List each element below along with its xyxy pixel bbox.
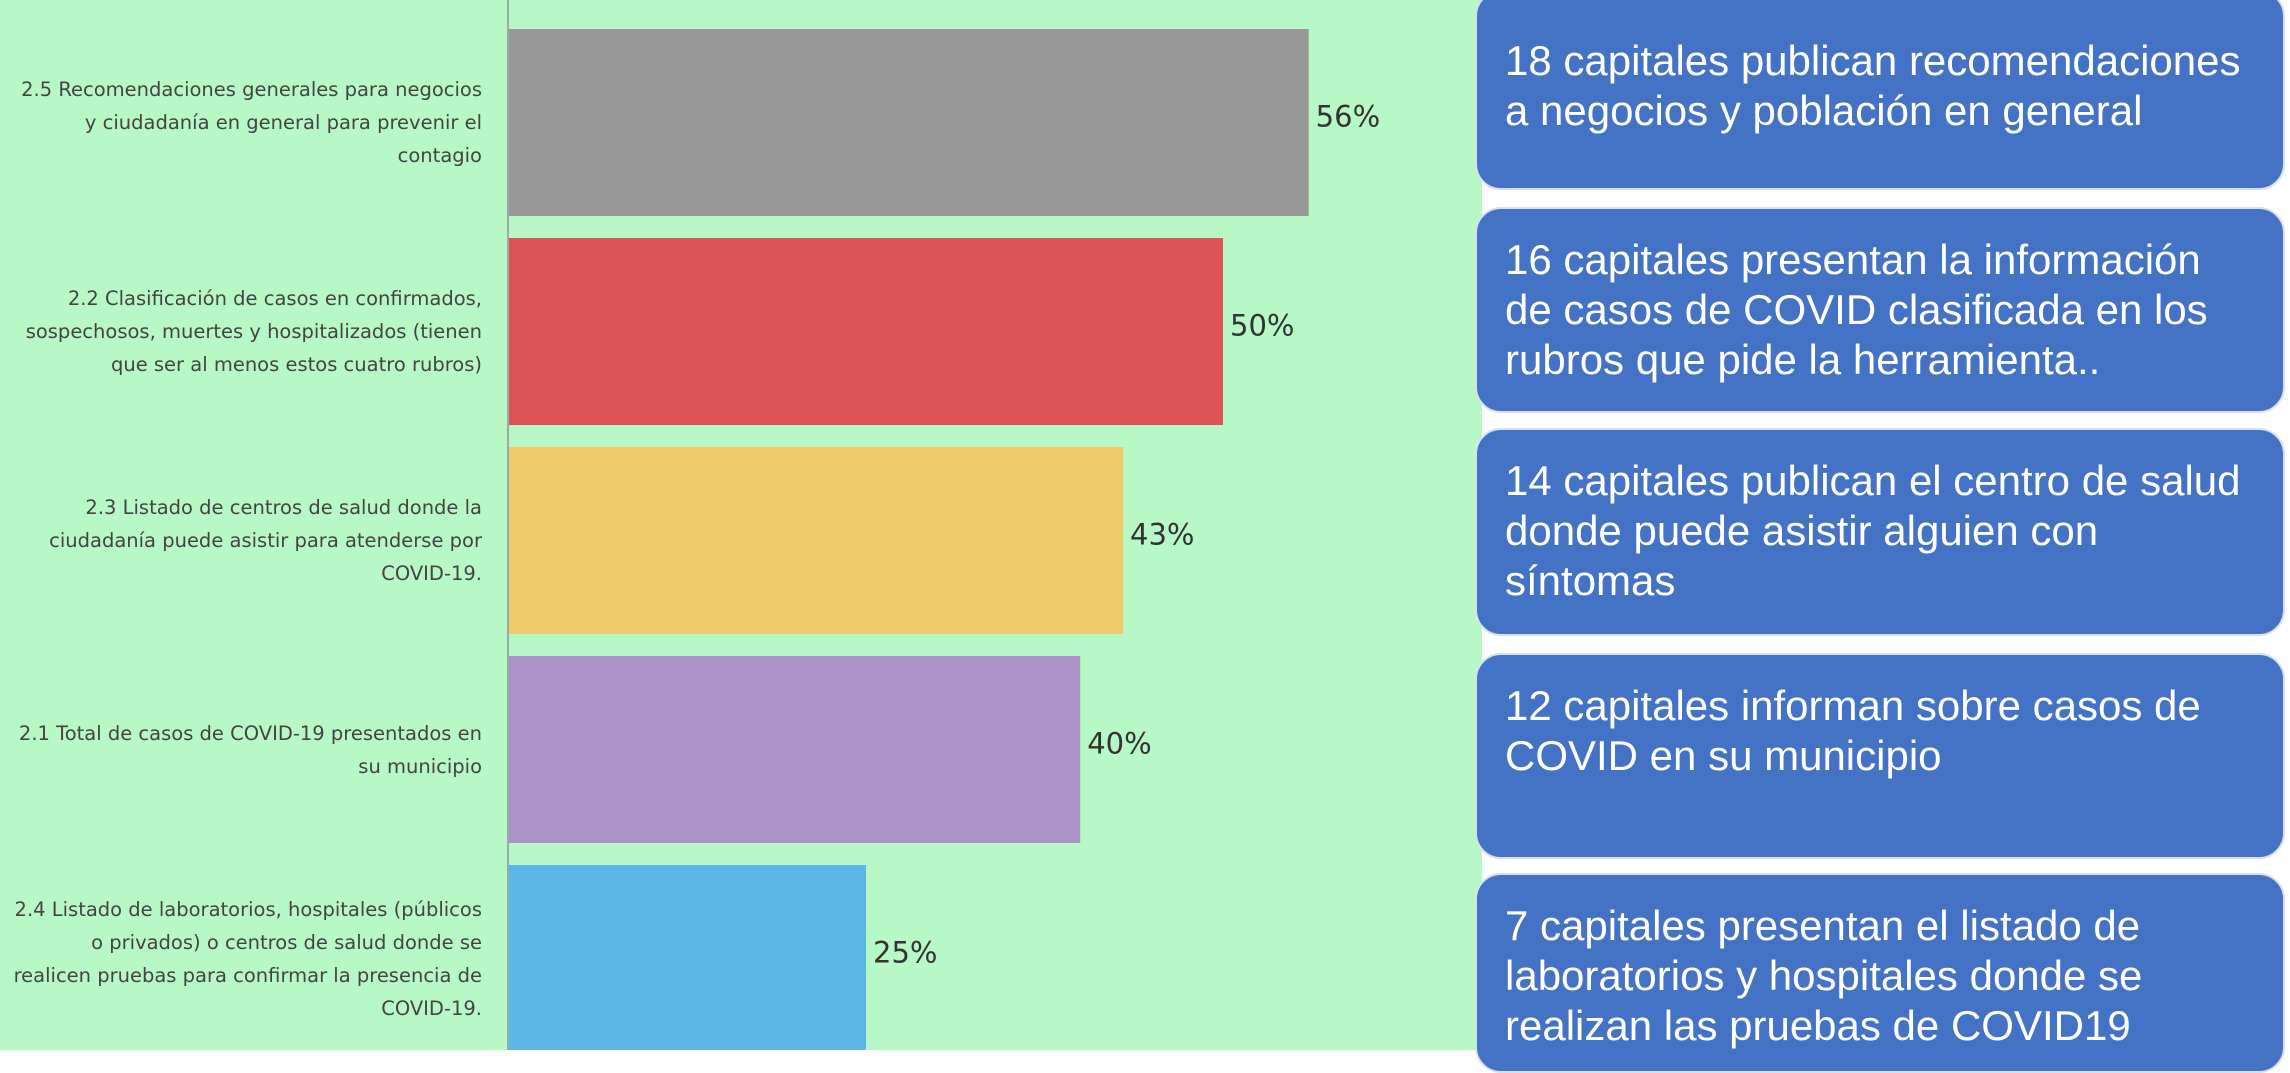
category-label: 2.2 Clasificación de casos en confirmado… — [25, 287, 482, 376]
callout-box: 12 capitales informan sobre casos de COV… — [1475, 653, 2285, 859]
callout-box: 18 capitales publican recomendaciones a … — [1475, 0, 2285, 190]
value-label: 40% — [1087, 727, 1151, 761]
chart: 56% 50% 43% 40% 25% — [507, 0, 1380, 1050]
bar — [509, 29, 1309, 216]
callout-box: 16 capitales presentan la información de… — [1475, 207, 2285, 413]
category-label: 2.4 Listado de laboratorios, hospitales … — [13, 897, 482, 1020]
value-label: 50% — [1230, 309, 1294, 343]
bar — [509, 238, 1223, 425]
bar — [509, 447, 1124, 634]
category-label: 2.3 Listado de centros de salud donde la… — [49, 496, 482, 585]
callout-box: 14 capitales publican el centro de salud… — [1475, 428, 2285, 636]
value-label: 56% — [1316, 100, 1380, 134]
category-label: 2.1 Total de casos de COVID-19 presentad… — [18, 721, 482, 778]
category-label: 2.5 Recomendaciones generales para negoc… — [21, 78, 482, 167]
value-label: 25% — [873, 936, 937, 970]
callout-box: 7 capitales presentan el listado de labo… — [1475, 873, 2285, 1073]
bar — [509, 865, 866, 1050]
bar — [509, 656, 1081, 843]
value-label: 43% — [1130, 518, 1194, 552]
